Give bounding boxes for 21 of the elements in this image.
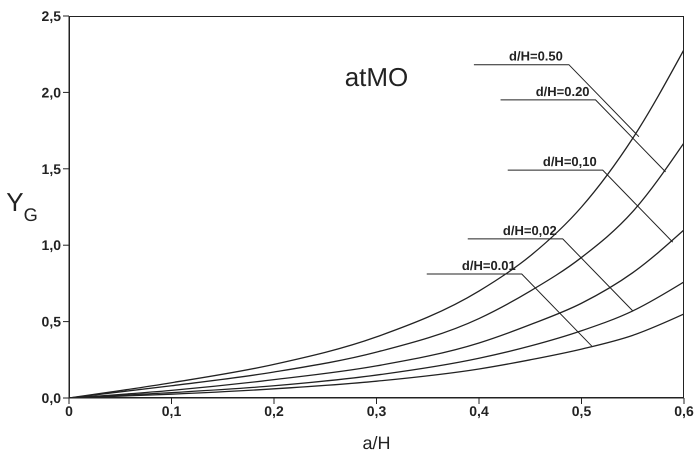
y-tick-label: 2,5 <box>42 8 62 24</box>
y-tick-label: 2,0 <box>42 84 62 100</box>
annotation: d/H=0.20 <box>536 84 590 99</box>
annotation: d/H=0,10 <box>542 154 597 170</box>
x-tick-label: 0,4 <box>469 402 489 419</box>
x-tick-label: 0,6 <box>674 402 694 419</box>
y-axis-title: Y$_{G}$ <box>6 187 38 225</box>
x-tick-label: 0,3 <box>366 402 386 419</box>
x-tick-label: 0,1 <box>162 402 182 419</box>
annotation: d/H=0,02 <box>502 222 557 238</box>
x-tick-label: 0,5 <box>572 402 592 419</box>
x-tick-label: 0,2 <box>264 402 284 419</box>
text: atMO <box>344 62 408 92</box>
y-tick-label: 0,0 <box>42 390 62 406</box>
y-tick-label: 0,5 <box>42 314 62 330</box>
x-axis-title: a/H <box>362 433 391 453</box>
annotation: d/H=0.01 <box>462 258 516 274</box>
y-tick-label: 1,0 <box>42 237 62 254</box>
y-tick-label: 1,5 <box>42 160 62 177</box>
x-tick-label: 0 <box>65 402 74 419</box>
annotation: d/H=0.50 <box>509 48 563 64</box>
